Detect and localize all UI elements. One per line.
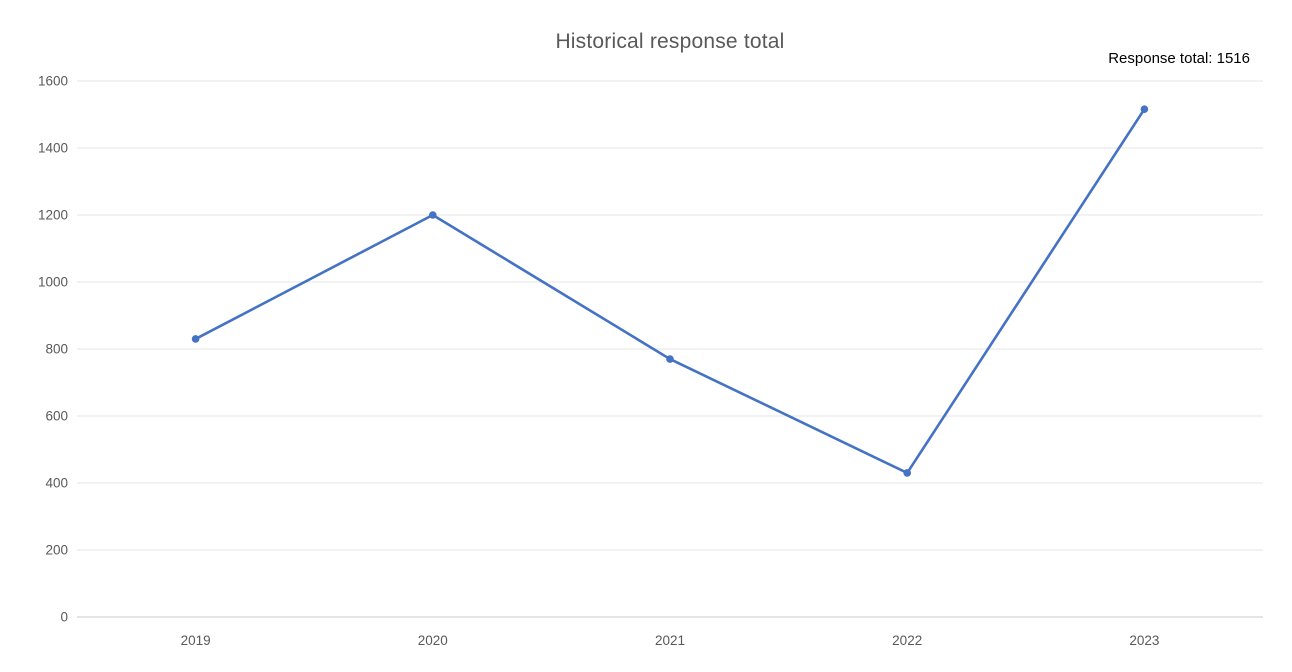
x-axis-tick-label: 2019 <box>181 633 211 648</box>
y-axis-tick-label: 0 <box>60 610 68 625</box>
y-axis-tick-label: 400 <box>45 476 68 491</box>
x-axis-tick-label: 2020 <box>418 633 448 648</box>
y-axis-tick-label: 600 <box>45 409 68 424</box>
y-axis-tick-label: 1000 <box>38 275 68 290</box>
x-axis-tick-label: 2023 <box>1129 633 1159 648</box>
data-point-marker <box>191 335 200 343</box>
y-axis-tick-label: 1200 <box>38 208 68 223</box>
y-axis-tick-label: 800 <box>45 342 68 357</box>
y-axis-tick-label: 1400 <box>38 141 68 156</box>
y-axis-tick-label: 1600 <box>38 74 68 89</box>
chart-title: Historical response total <box>555 30 785 53</box>
data-point-marker <box>666 355 674 363</box>
x-axis-tick-label: 2022 <box>892 633 922 648</box>
response-total-annotation: Response total: 1516 <box>1108 50 1250 67</box>
data-point-marker <box>429 211 437 219</box>
x-axis-tick-label: 2021 <box>655 633 685 648</box>
data-point-marker <box>903 469 911 477</box>
data-point-marker <box>1140 105 1149 113</box>
y-axis-tick-label: 200 <box>45 543 68 558</box>
series-line <box>194 107 1146 475</box>
